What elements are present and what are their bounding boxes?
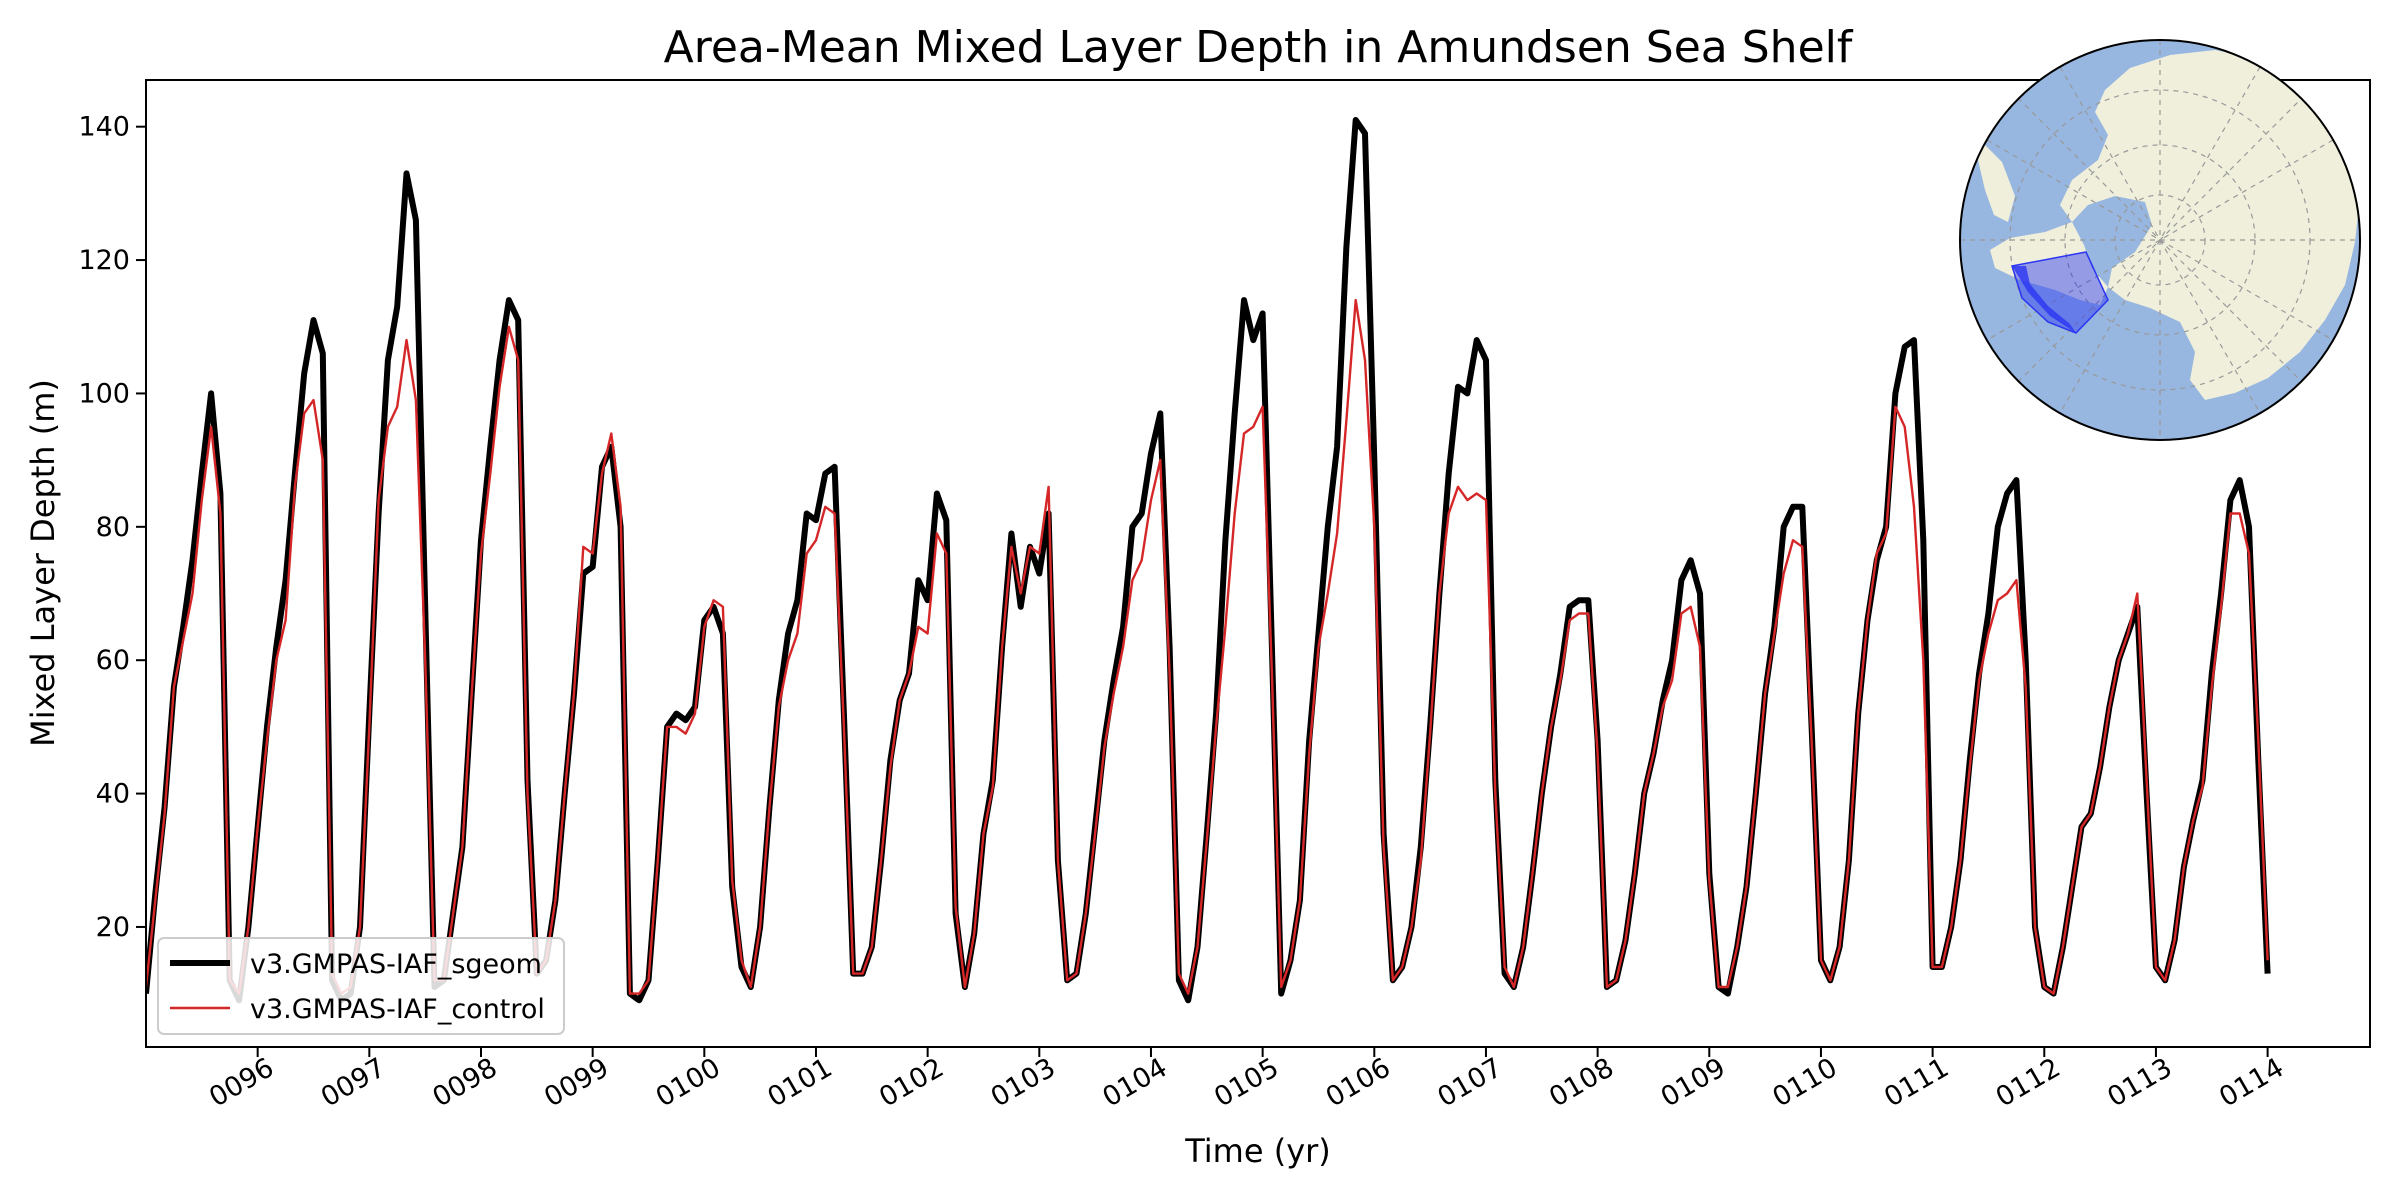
x-tick-label: 0111: [1879, 1052, 1954, 1113]
axes-frame: [145, 79, 2371, 1048]
x-tick-label: 0098: [427, 1052, 502, 1113]
y-tick-label: 60: [96, 645, 130, 676]
x-tick-label: 0109: [1656, 1052, 1731, 1113]
amundsen-shelf-highlight: [2012, 266, 2076, 333]
x-tick-label: 0104: [1097, 1052, 1172, 1113]
x-axis-ticks: 0096 0097 0098 0099 0100 0101 0102 0103 0104 0105…: [204, 1047, 2289, 1113]
x-tick-label: 0112: [1991, 1052, 2066, 1113]
x-tick-label: 0110: [1767, 1052, 1842, 1113]
inset-map: [1959, 39, 2361, 441]
series-line-control: [146, 298, 2269, 995]
x-tick-label: 0097: [316, 1052, 391, 1113]
y-tick-label: 100: [78, 378, 130, 409]
legend-label-sgeom: v3.GMPAS-IAF_sgeom: [250, 949, 542, 980]
x-tick-label: 0108: [1544, 1052, 1619, 1113]
x-tick-label: 0105: [1209, 1052, 1284, 1113]
y-tick-label: 140: [78, 112, 130, 143]
x-tick-label: 0107: [1432, 1052, 1507, 1113]
south-america-tip: [1978, 140, 2015, 222]
legend-box: [157, 937, 565, 1035]
x-axis-label: Time (yr): [1184, 1132, 1331, 1170]
plot-area: [146, 117, 2271, 1004]
series-line-sgeom: [146, 117, 2271, 1004]
antarctic-peninsula: [1990, 222, 2108, 305]
inset-border: [1959, 39, 2361, 441]
x-tick-label: 0096: [204, 1052, 279, 1113]
y-tick-label: 80: [96, 512, 130, 543]
legend-label-control: v3.GMPAS-IAF_control: [250, 994, 545, 1025]
x-tick-label: 0100: [651, 1052, 726, 1113]
x-tick-label: 0103: [986, 1052, 1061, 1113]
y-tick-label: 40: [96, 779, 130, 810]
x-tick-label: 0101: [762, 1052, 837, 1113]
y-tick-label: 120: [78, 245, 130, 276]
x-tick-label: 0114: [2214, 1052, 2289, 1113]
y-tick-label: 20: [96, 912, 130, 943]
x-tick-label: 0099: [539, 1052, 614, 1113]
x-tick-label: 0106: [1321, 1052, 1396, 1113]
chart-title: Area-Mean Mixed Layer Depth in Amundsen …: [664, 22, 1854, 73]
x-tick-label: 0102: [874, 1052, 949, 1113]
y-axis-label: Mixed Layer Depth (m): [24, 379, 62, 747]
x-tick-label: 0113: [2102, 1052, 2177, 1113]
y-axis-ticks: 20 40 60 80 100 120 140: [78, 112, 146, 943]
legend: v3.GMPAS-IAF_sgeom v3.GMPAS-IAF_control: [157, 937, 565, 1035]
